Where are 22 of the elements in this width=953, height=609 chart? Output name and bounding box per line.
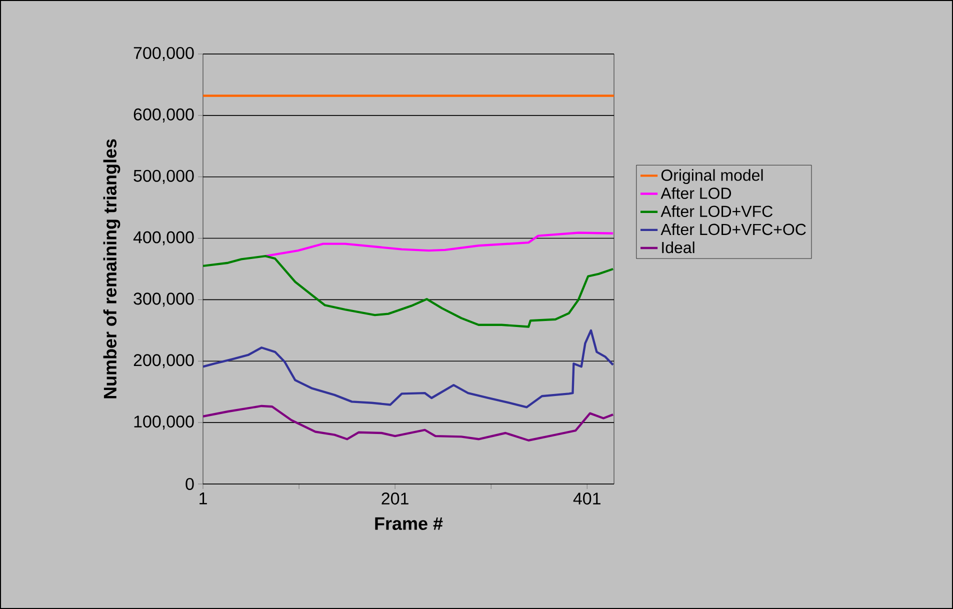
y-tick-label: 0 [186,478,194,490]
y-tick-label: 200,000 [134,354,194,368]
line-series [203,329,614,408]
legend-label: Ideal [662,241,694,254]
line-series [203,404,614,442]
y-tick-label: 100,000 [134,416,194,430]
x-tick-label: 401 [573,492,600,505]
y-tick-label: 400,000 [133,231,194,246]
y-axis-title: Number of remaining triangles [103,139,120,398]
y-tick-label: 300,000 [134,292,194,307]
legend-label: After LOD+VFC [660,205,773,218]
y-tick-label: 600,000 [134,108,194,122]
y-tick-label: 500,000 [134,170,194,184]
x-axis-title: Frame # [375,517,443,530]
legend-label: Original model [661,169,763,184]
line-series [203,254,614,328]
legend-label: After LOD [660,187,732,199]
legend-label: After LOD+VFC+OC [660,223,806,236]
x-tick-label: 201 [382,492,408,505]
line-series [264,232,614,258]
y-tick-label: 700,000 [134,46,194,62]
x-tick-label: 1 [200,492,207,504]
